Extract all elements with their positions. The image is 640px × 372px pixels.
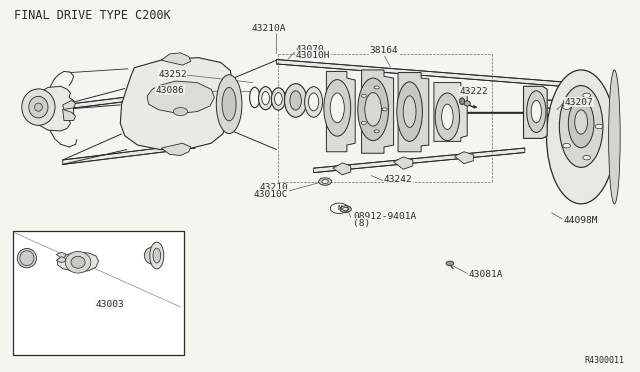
Ellipse shape bbox=[71, 256, 85, 268]
Ellipse shape bbox=[22, 89, 55, 125]
Ellipse shape bbox=[382, 108, 387, 111]
Ellipse shape bbox=[20, 251, 34, 266]
Ellipse shape bbox=[563, 105, 570, 109]
Text: 43010H: 43010H bbox=[296, 51, 330, 60]
Polygon shape bbox=[161, 143, 191, 155]
Ellipse shape bbox=[343, 208, 349, 211]
Ellipse shape bbox=[319, 178, 332, 185]
Ellipse shape bbox=[435, 93, 460, 141]
Ellipse shape bbox=[271, 88, 285, 110]
Ellipse shape bbox=[374, 86, 380, 89]
Ellipse shape bbox=[22, 253, 32, 263]
Ellipse shape bbox=[568, 99, 594, 148]
Ellipse shape bbox=[559, 86, 603, 167]
Polygon shape bbox=[333, 163, 351, 175]
Text: N: N bbox=[337, 205, 341, 211]
Ellipse shape bbox=[397, 82, 422, 141]
Ellipse shape bbox=[361, 121, 366, 124]
Ellipse shape bbox=[65, 251, 91, 273]
Polygon shape bbox=[56, 252, 65, 258]
Ellipse shape bbox=[290, 91, 301, 110]
Text: FINAL DRIVE TYPE C200K: FINAL DRIVE TYPE C200K bbox=[14, 9, 171, 22]
Ellipse shape bbox=[442, 104, 453, 129]
Bar bbox=[13, 231, 184, 355]
Text: 43081A: 43081A bbox=[468, 270, 503, 279]
Polygon shape bbox=[63, 89, 195, 109]
Polygon shape bbox=[314, 148, 525, 173]
Polygon shape bbox=[63, 109, 76, 121]
Text: 43003: 43003 bbox=[96, 300, 124, 309]
Text: 43222: 43222 bbox=[460, 87, 488, 96]
Ellipse shape bbox=[464, 101, 470, 106]
Text: 08912-9401A: 08912-9401A bbox=[353, 212, 417, 221]
Ellipse shape bbox=[365, 93, 381, 126]
Ellipse shape bbox=[340, 206, 351, 212]
Ellipse shape bbox=[259, 87, 273, 110]
Ellipse shape bbox=[216, 75, 242, 134]
Ellipse shape bbox=[446, 261, 454, 266]
Ellipse shape bbox=[222, 87, 236, 121]
Ellipse shape bbox=[145, 247, 160, 264]
Ellipse shape bbox=[330, 93, 344, 123]
Text: 43252: 43252 bbox=[158, 70, 187, 79]
Polygon shape bbox=[434, 83, 467, 141]
Ellipse shape bbox=[361, 94, 366, 97]
Ellipse shape bbox=[563, 144, 570, 148]
Text: R4300011: R4300011 bbox=[584, 356, 624, 365]
Ellipse shape bbox=[527, 91, 546, 132]
Polygon shape bbox=[35, 86, 74, 131]
Text: 43086: 43086 bbox=[156, 86, 184, 94]
Polygon shape bbox=[394, 157, 413, 169]
Ellipse shape bbox=[35, 103, 42, 111]
Polygon shape bbox=[56, 257, 65, 263]
Polygon shape bbox=[454, 152, 474, 164]
Ellipse shape bbox=[322, 180, 328, 183]
Ellipse shape bbox=[358, 78, 388, 141]
Ellipse shape bbox=[324, 80, 351, 136]
Ellipse shape bbox=[460, 98, 465, 105]
Ellipse shape bbox=[173, 108, 188, 116]
Text: 43207: 43207 bbox=[564, 98, 593, 107]
Ellipse shape bbox=[595, 124, 603, 129]
Polygon shape bbox=[362, 70, 394, 153]
Text: 43010C: 43010C bbox=[253, 190, 288, 199]
Text: 43070: 43070 bbox=[296, 45, 324, 54]
Ellipse shape bbox=[153, 248, 161, 263]
Ellipse shape bbox=[403, 96, 416, 128]
Polygon shape bbox=[398, 73, 429, 152]
Ellipse shape bbox=[575, 110, 588, 134]
Text: 44098M: 44098M bbox=[563, 216, 598, 225]
Ellipse shape bbox=[250, 87, 260, 108]
Ellipse shape bbox=[275, 93, 282, 105]
Ellipse shape bbox=[374, 130, 380, 133]
Text: 38164: 38164 bbox=[370, 46, 398, 55]
Polygon shape bbox=[58, 252, 99, 272]
Ellipse shape bbox=[583, 155, 591, 160]
Ellipse shape bbox=[308, 93, 319, 111]
Polygon shape bbox=[276, 60, 562, 86]
Ellipse shape bbox=[29, 96, 48, 118]
Ellipse shape bbox=[609, 70, 620, 204]
Polygon shape bbox=[147, 81, 214, 113]
Polygon shape bbox=[524, 86, 547, 138]
Ellipse shape bbox=[17, 248, 36, 268]
Text: (8): (8) bbox=[353, 219, 371, 228]
Text: 43210A: 43210A bbox=[252, 24, 286, 33]
Text: 43242: 43242 bbox=[384, 175, 413, 184]
Polygon shape bbox=[120, 58, 234, 150]
Polygon shape bbox=[63, 100, 76, 109]
Ellipse shape bbox=[547, 70, 616, 204]
Polygon shape bbox=[161, 53, 191, 65]
Ellipse shape bbox=[531, 100, 541, 123]
Text: 43210: 43210 bbox=[259, 183, 288, 192]
Ellipse shape bbox=[305, 87, 323, 117]
Ellipse shape bbox=[285, 84, 307, 117]
Polygon shape bbox=[326, 71, 355, 152]
Ellipse shape bbox=[583, 93, 591, 97]
Polygon shape bbox=[63, 144, 195, 164]
Ellipse shape bbox=[150, 242, 164, 269]
Ellipse shape bbox=[262, 92, 269, 105]
